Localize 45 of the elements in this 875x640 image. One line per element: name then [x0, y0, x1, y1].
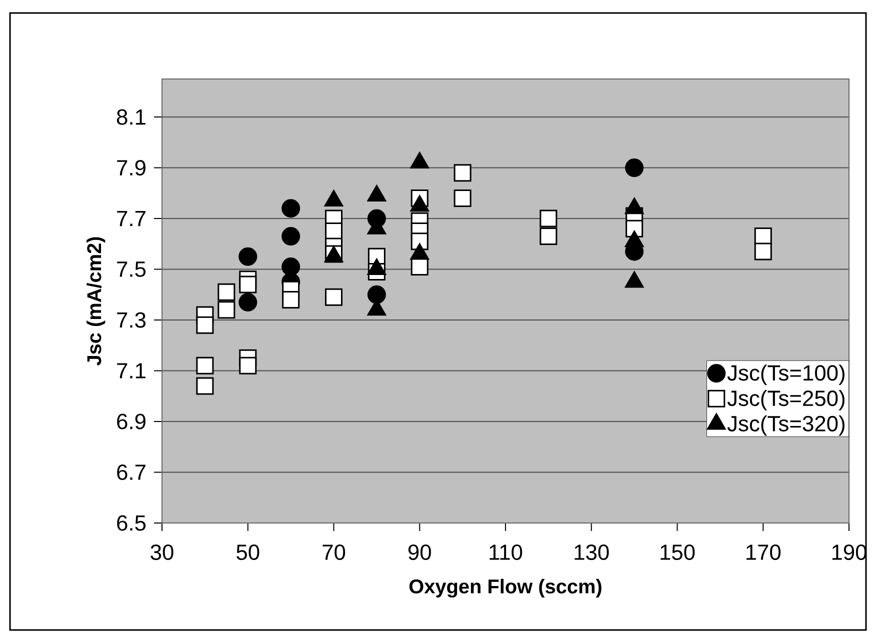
y-tick-label: 7.9 [117, 160, 146, 176]
point [454, 164, 472, 182]
y-tick-label: 7.7 [117, 210, 146, 226]
point [282, 257, 300, 276]
y-tick-label: 7.1 [117, 363, 146, 378]
x-axis-title: Oxygen Flow (sccm) [409, 578, 602, 598]
x-tick-label: 130 [574, 544, 609, 560]
y-tick-label: 7.3 [117, 312, 146, 328]
point [196, 316, 214, 334]
x-tick-label: 170 [746, 544, 781, 560]
y-tick-label: 6.5 [117, 515, 146, 531]
point [282, 199, 300, 218]
point [540, 228, 558, 246]
point [325, 288, 343, 306]
y-tick-label: 7.5 [117, 262, 146, 277]
point [454, 189, 472, 207]
legend-label: Jsc(Ts=250) [727, 390, 844, 410]
point [626, 220, 644, 238]
point [196, 377, 214, 395]
point [238, 247, 258, 266]
point [239, 276, 257, 294]
point [625, 158, 644, 178]
point [282, 290, 300, 308]
legend-label: Jsc(Ts=320) [727, 415, 844, 436]
y-tick-label: 6.9 [117, 414, 146, 430]
x-tick-label: 110 [490, 544, 522, 560]
y-axis-title: Jsc (mA/cm2) [86, 237, 106, 366]
x-tick-label: 70 [322, 544, 346, 560]
legend-label: Jsc(Ts=100) [727, 364, 844, 386]
point [367, 285, 386, 304]
y-tick-label: 6.7 [117, 464, 146, 480]
x-tick-label: 190 [832, 544, 866, 560]
point [239, 356, 257, 374]
point [282, 227, 300, 246]
point [540, 210, 558, 228]
x-tick-label: 30 [150, 544, 174, 560]
x-tick-label: 90 [408, 544, 431, 560]
y-tick-label: 8.1 [116, 109, 146, 125]
point [196, 356, 214, 374]
point [218, 301, 236, 319]
point [238, 293, 258, 312]
point [754, 242, 772, 260]
point [218, 283, 236, 301]
x-tick-label: 50 [236, 544, 260, 560]
x-tick-label: 150 [660, 544, 695, 560]
